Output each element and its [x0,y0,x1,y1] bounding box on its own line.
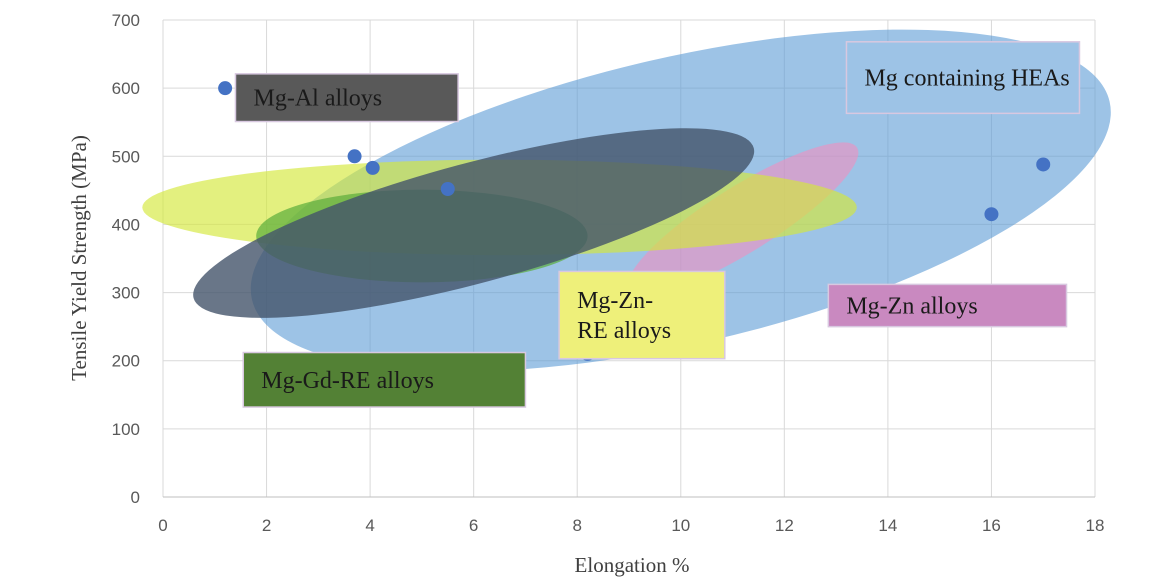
label-text-mgzn: Mg-Zn alloys [846,294,977,320]
y-tick-label: 200 [112,352,140,371]
x-tick-label: 8 [572,516,581,535]
x-tick-label: 10 [671,516,690,535]
x-axis-title: Elongation % [575,553,690,577]
tick-layer: 0 2 4 6 8 10 12 14 16 18 0 100 200 300 400 500 600 700 [112,11,1105,535]
y-tick-label: 700 [112,11,140,30]
label-box-hea [845,41,1081,115]
y-tick-label: 0 [131,488,140,507]
x-tick-label: 6 [469,516,478,535]
data-point [1036,157,1051,172]
x-tick-label: 18 [1086,516,1105,535]
x-tick-label: 2 [262,516,271,535]
y-tick-label: 400 [112,215,140,234]
data-point [218,81,233,96]
label-box-mgznre [558,270,726,360]
x-tick-label: 14 [878,516,897,535]
y-axis-title: Tensile Yield Strength (MPa) [67,135,91,381]
data-point [984,207,999,222]
x-tick-label: 16 [982,516,1001,535]
label-text-hea: Mg containing HEAs [864,66,1069,92]
x-tick-label: 4 [365,516,374,535]
label-text-mggdre: Mg-Gd-RE alloys [261,368,434,394]
label-text-mgznre: Mg-Zn- [577,288,653,314]
y-tick-label: 600 [112,79,140,98]
y-tick-label: 100 [112,420,140,439]
label-text-mgznre: RE alloys [577,318,671,344]
x-tick-label: 0 [158,516,167,535]
y-tick-label: 500 [112,147,140,166]
data-point [440,181,455,196]
region-layer [142,29,1111,372]
x-tick-label: 12 [775,516,794,535]
label-box-mggdre [242,351,527,408]
label-layer: Mg containing HEAs Mg-Zn alloys Mg-Zn- RE a… [234,41,1081,408]
label-box-mgal [234,73,459,123]
label-box-mgzn [827,283,1068,328]
region-ellipse-mgal [193,128,755,318]
data-point [347,149,362,164]
label-text-mgal: Mg-Al alloys [253,86,382,112]
data-point [365,160,380,175]
y-tick-label: 300 [112,284,140,303]
